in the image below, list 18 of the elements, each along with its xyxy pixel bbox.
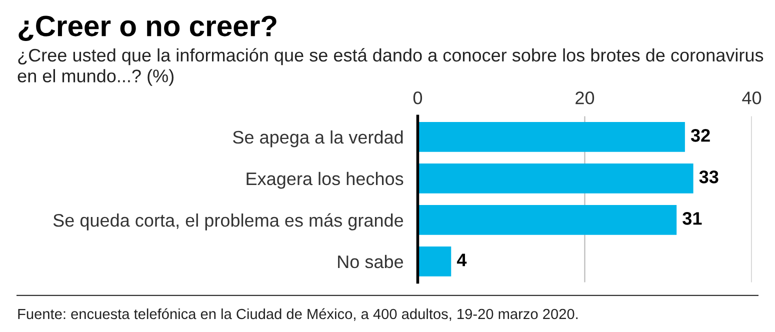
text: ¿Creer o no creer?	[18, 16, 276, 42]
bar	[418, 205, 677, 235]
x-tick-label: 20	[576, 92, 594, 104]
y-tick-label: Se apega a la verdad	[233, 130, 403, 148]
data-label: 31	[682, 212, 702, 225]
data-label: 4	[456, 254, 467, 266]
y-tick-label: Se queda corta, el problema es más grande	[53, 213, 404, 230]
y-tick-label: No sabe	[338, 254, 404, 268]
source-note: Fuente: encuesta telefónica en la Ciudad de México, a 400 adultos, 19-20 marzo 2020.	[18, 308, 578, 321]
data-label: 33	[699, 170, 718, 184]
y-tick-label: Exagera los hechos	[246, 172, 404, 189]
chart-subtitle: ¿Cree usted que la información que se está dando a conocer sobre los brotes de coronavirus en el mundo...? (%)	[18, 48, 764, 86]
bar	[418, 122, 685, 152]
x-tick-label: 40	[742, 92, 762, 104]
bar	[418, 164, 694, 194]
x-tick-label: 0	[413, 92, 422, 104]
data-label: 32	[690, 129, 710, 142]
bar	[418, 246, 452, 276]
